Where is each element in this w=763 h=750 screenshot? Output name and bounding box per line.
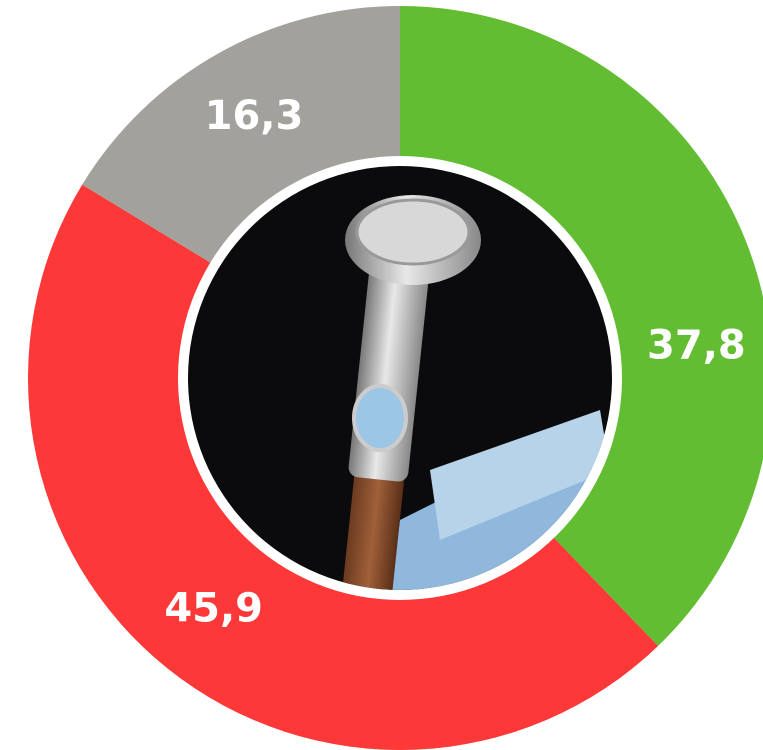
slice [82,6,400,267]
value-label: 37,8 [647,322,746,368]
center-photo [188,166,612,590]
value-label: 45,9 [164,586,263,632]
slice [400,6,763,646]
value-label: 16,3 [205,93,304,139]
labels: 37,8 45,9 16,3 [164,93,745,631]
